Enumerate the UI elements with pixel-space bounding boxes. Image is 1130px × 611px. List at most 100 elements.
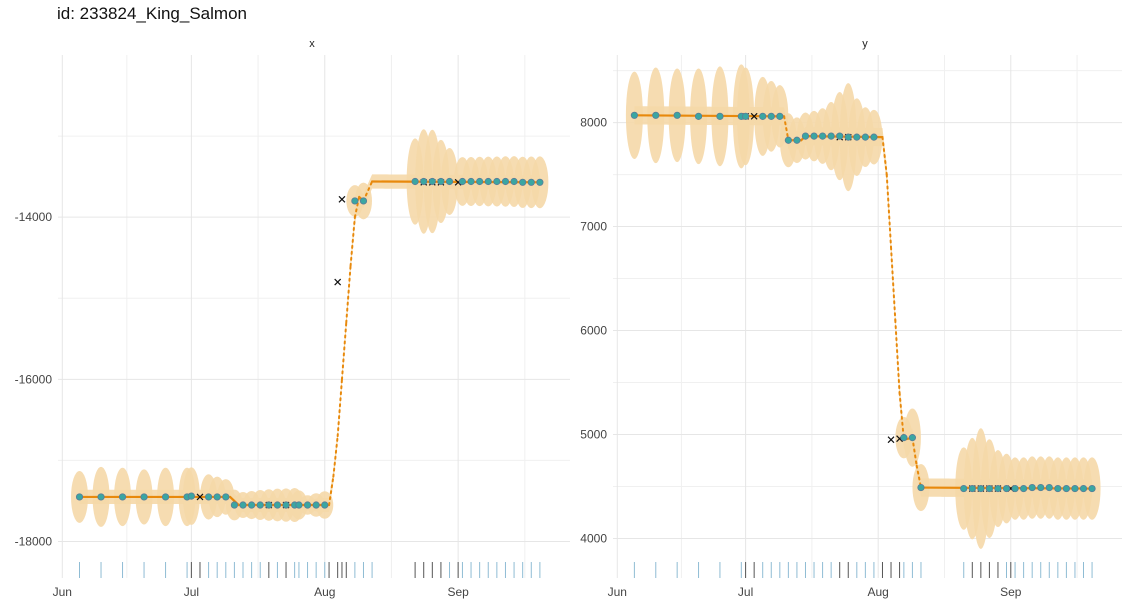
uncertainty-band: [79, 174, 540, 513]
data-point: [818, 132, 827, 140]
data-point: [652, 111, 660, 119]
panel-x: -18000 -16000 -14000 Jun Jul Aug Sep: [15, 55, 570, 599]
cross-stroke: [750, 112, 758, 120]
data-point: [1062, 484, 1070, 493]
x-tick-label: Aug: [868, 585, 889, 599]
observation-cross: [338, 195, 346, 203]
panel-y: 4000 5000 6000 7000 8000 Jun Jul Aug Sep: [580, 55, 1122, 599]
data-point: [630, 111, 638, 119]
data-point: [282, 501, 290, 509]
data-point: [793, 136, 801, 144]
y-tick-label: 6000: [580, 324, 607, 338]
data-point: [75, 493, 84, 501]
data-point: [536, 178, 544, 186]
data-point: [222, 493, 230, 501]
data-point: [759, 112, 767, 120]
fitted-line-segment: [885, 173, 893, 249]
data-point: [187, 492, 195, 500]
data-point: [519, 178, 527, 186]
fitted-line-segment: [345, 264, 352, 324]
data-point: [870, 133, 878, 141]
data-point: [213, 493, 221, 501]
data-point: [303, 501, 312, 509]
x-tick-label: Aug: [314, 585, 335, 599]
data-point: [1011, 484, 1019, 493]
data-point: [118, 493, 127, 501]
x-tick-label: Jul: [184, 585, 199, 599]
fitted-line-segment: [332, 435, 339, 478]
fitted-line-segment: [340, 321, 348, 381]
data-point: [1071, 484, 1079, 493]
data-point: [977, 484, 985, 493]
y-tick-label: -18000: [15, 535, 53, 549]
y-tick-label: -16000: [15, 372, 53, 386]
data-point: [445, 177, 454, 186]
data-point: [908, 434, 917, 442]
data-point: [97, 493, 105, 501]
fitted-line-segment: [898, 391, 905, 441]
data-point: [716, 112, 724, 120]
fitted-line-segment: [362, 180, 374, 202]
data-point: [844, 133, 852, 141]
data-point: [420, 177, 428, 186]
data-point: [1020, 484, 1028, 493]
y-tick-label: 4000: [580, 531, 607, 545]
fitted-line-segment: [336, 378, 343, 438]
x-tick-label: Jun: [53, 585, 72, 599]
data-point: [527, 178, 535, 186]
cross-stroke: [338, 195, 346, 203]
data-point: [960, 484, 968, 493]
x-tick-label: Jun: [608, 585, 627, 599]
data-point: [467, 177, 475, 186]
fitted-line-segment: [804, 135, 884, 139]
data-point: [230, 501, 239, 509]
data-point: [861, 133, 869, 141]
data-point: [204, 493, 213, 501]
data-point: [810, 132, 818, 140]
data-point: [994, 484, 1002, 493]
fitted-line-segment: [783, 115, 790, 142]
data-point: [900, 434, 908, 442]
chart-title: id: 233824_King_Salmon: [57, 4, 247, 23]
data-point: [256, 501, 264, 509]
cross-stroke: [196, 493, 204, 501]
data-point: [351, 197, 359, 205]
data-point: [140, 493, 148, 501]
data-point: [476, 177, 484, 186]
data-point: [510, 177, 518, 186]
x-tick-label: Sep: [447, 585, 469, 599]
data-point: [312, 501, 320, 509]
observation-cross: [196, 493, 204, 501]
data-point: [801, 132, 810, 140]
data-point: [917, 483, 925, 492]
data-point: [836, 132, 844, 140]
data-point: [1088, 484, 1096, 493]
data-point: [1054, 484, 1062, 493]
data-point: [265, 501, 273, 509]
data-point: [784, 136, 792, 144]
fitted-line-segment: [881, 136, 888, 176]
data-point: [428, 177, 436, 186]
data-point: [1028, 483, 1036, 492]
x-tick-label: Sep: [1000, 585, 1022, 599]
data-point: [1037, 483, 1045, 492]
data-point: [411, 177, 419, 186]
data-point: [1045, 483, 1053, 492]
data-point: [161, 493, 170, 501]
y-tick-label: 5000: [580, 428, 607, 442]
data-point: [295, 501, 303, 509]
data-point: [501, 177, 510, 186]
observation-cross: [750, 112, 758, 120]
y-tick-label: -14000: [15, 210, 53, 224]
data-point: [359, 197, 368, 205]
fitted-line-segment: [915, 464, 922, 489]
panel-x-strip-label: x: [309, 38, 315, 50]
cross-stroke: [887, 436, 895, 444]
y-tick-label: 7000: [580, 220, 607, 234]
data-point: [493, 177, 501, 186]
data-point: [776, 112, 784, 120]
data-point: [437, 177, 445, 186]
fitted-line-segment: [890, 246, 897, 322]
data-point: [968, 484, 976, 493]
